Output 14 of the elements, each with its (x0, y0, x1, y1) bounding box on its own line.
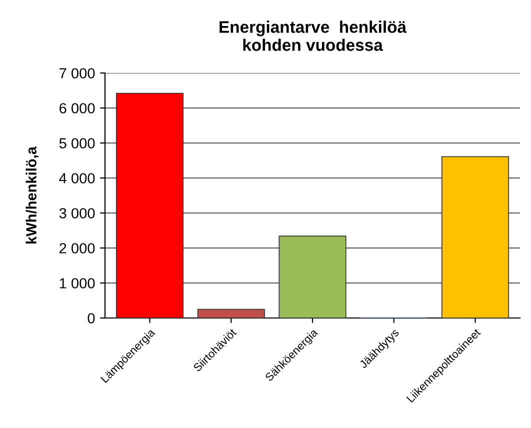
y-tick-label: 6 000 (60, 103, 95, 114)
y-axis-title: kWh/henkilö,a (26, 146, 39, 244)
y-tick-label: 7 000 (60, 68, 95, 78)
y-tick-label: 4 000 (59, 173, 95, 184)
bar (116, 92, 184, 318)
y-tick-label: 1 000 (60, 278, 95, 288)
y-tick-label: 0 (88, 313, 95, 324)
bar (197, 308, 265, 318)
y-tick-label: 2 000 (60, 243, 95, 254)
y-tick-label: 3 000 (59, 208, 95, 218)
y-tick-label: 5 000 (59, 138, 95, 148)
bar (278, 236, 346, 318)
bar (441, 156, 510, 318)
chart-title: Energiantarve henkilöä kohden vuodessa (220, 20, 407, 51)
